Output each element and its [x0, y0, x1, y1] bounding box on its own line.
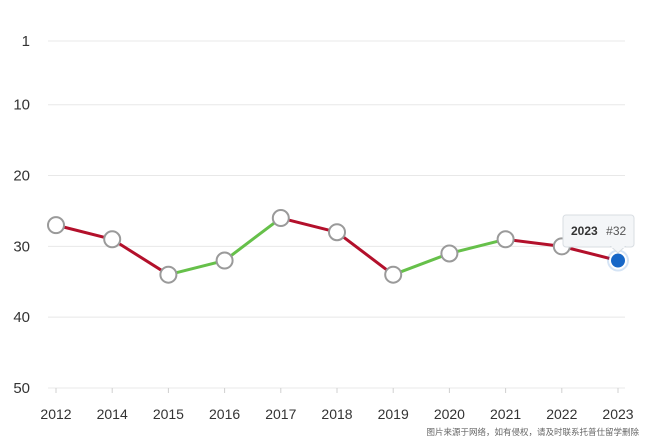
x-tick-label: 2020 — [434, 406, 465, 422]
series-points — [47, 209, 629, 284]
x-tick-label: 2022 — [546, 406, 577, 422]
x-tick-label: 2019 — [378, 406, 409, 422]
line-segment — [447, 237, 508, 255]
line-segment — [504, 237, 564, 248]
data-point[interactable] — [271, 209, 290, 228]
x-tick-label: 2016 — [209, 406, 240, 422]
svg-text:2023 #32: 2023 #32 — [571, 222, 627, 239]
series-line — [54, 216, 620, 277]
x-tick-label: 2018 — [321, 406, 352, 422]
data-point[interactable] — [47, 216, 65, 235]
x-tick-label: 2015 — [153, 406, 184, 422]
x-tick-label: 2023 — [602, 406, 633, 422]
y-tick-label: 40 — [13, 309, 30, 326]
data-point[interactable] — [440, 244, 459, 263]
tooltip-box — [562, 214, 635, 248]
data-point[interactable] — [328, 223, 346, 242]
line-segment — [391, 251, 451, 277]
y-tick-label: 50 — [13, 380, 30, 397]
tooltip-year: 2023 — [571, 224, 598, 238]
y-tick-label: 20 — [13, 168, 30, 185]
data-point[interactable] — [384, 265, 403, 284]
line-segment — [335, 230, 395, 277]
x-tick-label: 2012 — [40, 406, 71, 422]
y-axis: 1 10 20 30 40 50 — [13, 33, 30, 397]
line-segment — [54, 223, 114, 241]
x-axis: 2012 2014 2015 2016 2017 2018 2019 2020 2021 2022… — [40, 388, 634, 422]
x-tick-label: 2021 — [490, 406, 521, 422]
tooltip-rank: #32 — [606, 224, 626, 238]
line-segment — [560, 244, 620, 263]
line-segment — [279, 216, 339, 234]
data-point-highlighted[interactable] — [609, 251, 627, 270]
y-tick-label: 30 — [13, 238, 30, 255]
y-tick-label: 10 — [13, 97, 30, 114]
x-tick-label: 2014 — [97, 406, 128, 422]
tooltip: 2023 #32 — [562, 214, 635, 254]
data-point[interactable] — [215, 251, 234, 270]
gridlines — [48, 40, 625, 389]
watermark: 图片来源于网络，如有侵权，请及时联系托普仕留学删除 — [426, 427, 639, 437]
data-point[interactable] — [159, 265, 178, 284]
line-segment — [166, 259, 227, 277]
data-point[interactable] — [103, 230, 122, 249]
data-point[interactable] — [496, 230, 515, 249]
y-tick-label: 1 — [22, 33, 30, 50]
line-segment — [223, 216, 283, 263]
x-tick-label: 2017 — [265, 406, 296, 422]
line-segment — [110, 237, 170, 277]
